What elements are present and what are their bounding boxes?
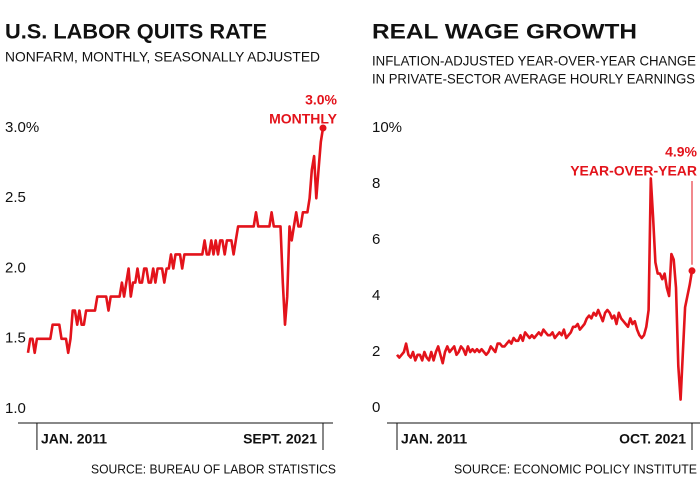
end-point: [319, 124, 327, 132]
annotation: 3.0%: [305, 92, 337, 108]
data-line: [395, 177, 694, 401]
chart-subtitle: NONFARM, MONTHLY, SEASONALLY ADJUSTED: [5, 49, 320, 65]
data-line: [26, 127, 325, 355]
chart-title: REAL WAGE GROWTH: [372, 21, 637, 44]
x-tick-label: OCT. 2021: [619, 431, 686, 447]
y-tick-label: 8: [372, 175, 380, 192]
end-point: [688, 267, 696, 275]
x-tick-label: SEPT. 2021: [243, 431, 317, 447]
annotation: MONTHLY: [269, 111, 338, 127]
y-tick-label: 1.0: [5, 400, 26, 417]
y-tick-label: 10%: [372, 119, 402, 136]
annotation: 4.9%: [665, 144, 697, 160]
chart-subtitle: INFLATION-ADJUSTED YEAR-OVER-YEAR CHANGE: [372, 53, 696, 69]
y-tick-label: 1.5: [5, 330, 26, 347]
source-note: SOURCE: BUREAU OF LABOR STATISTICS: [91, 461, 336, 476]
y-tick-label: 3.0%: [5, 119, 39, 136]
y-tick-label: 6: [372, 231, 380, 248]
y-tick-label: 0: [372, 399, 380, 416]
x-tick-label: JAN. 2011: [401, 431, 467, 447]
source-note: SOURCE: ECONOMIC POLICY INSTITUTE: [454, 461, 697, 476]
y-tick-label: 2.0: [5, 259, 26, 276]
y-tick-label: 2: [372, 343, 380, 360]
y-tick-label: 2.5: [5, 189, 26, 206]
chart-title: U.S. LABOR QUITS RATE: [5, 21, 267, 44]
chart-subtitle: IN PRIVATE-SECTOR AVERAGE HOURLY EARNING…: [372, 71, 695, 87]
x-tick-label: JAN. 2011: [41, 431, 107, 447]
annotation: YEAR-OVER-YEAR: [570, 163, 697, 179]
y-tick-label: 4: [372, 287, 380, 304]
